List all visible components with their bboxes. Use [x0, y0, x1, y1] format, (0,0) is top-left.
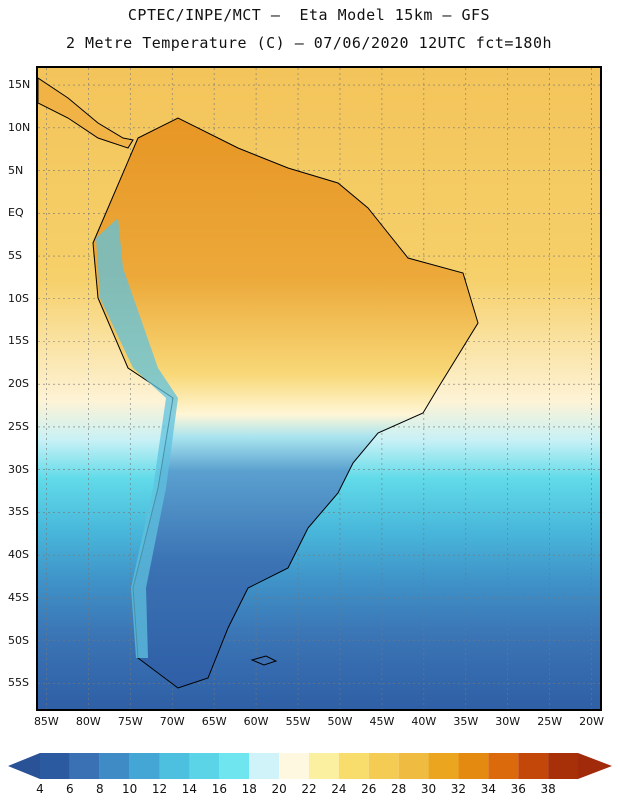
colorbar-label: 20	[271, 782, 287, 796]
colorbar-label: 8	[95, 782, 104, 796]
latitude-label: 45S	[8, 590, 29, 604]
colorbar-label: 36	[510, 782, 526, 796]
colorbar-swatch	[159, 753, 190, 779]
map-canvas	[38, 68, 600, 709]
colorbar-label: 34	[480, 782, 496, 796]
latitude-label: 5S	[8, 249, 22, 263]
latitude-label: 15N	[8, 78, 31, 92]
colorbar-label: 24	[331, 782, 347, 796]
colorbar-swatch	[548, 753, 578, 779]
colorbar-label: 30	[420, 782, 437, 796]
longitude-label: 70W	[159, 715, 185, 728]
latitude-label: 30S	[8, 462, 29, 476]
latitude-label: EQ	[8, 206, 24, 220]
latitude-label: 55S	[8, 676, 29, 690]
longitude-label: 80W	[75, 715, 101, 728]
latitude-label: 5N	[8, 163, 24, 177]
colorbar-swatch	[309, 753, 339, 779]
colorbar-swatch	[279, 753, 309, 779]
temperature-colorbar	[8, 753, 612, 779]
colorbar-label: 14	[181, 782, 198, 796]
latitude-label: 10N	[8, 120, 31, 134]
longitude-label: 85W	[33, 715, 59, 728]
colorbar-swatch	[189, 753, 220, 779]
colorbar-swatch	[518, 753, 549, 779]
colorbar-label: 22	[301, 782, 317, 796]
colorbar-swatch	[219, 753, 250, 779]
colorbar-swatch	[368, 753, 399, 779]
colorbar-label: 16	[211, 782, 227, 796]
colorbar-swatch	[69, 753, 100, 779]
colorbar-label: 38	[540, 782, 556, 796]
falkland-islands	[250, 655, 278, 666]
longitude-label: 30W	[495, 715, 521, 728]
longitude-label: 40W	[411, 715, 437, 728]
colorbar-swatch	[249, 753, 280, 779]
longitude-label: 35W	[453, 715, 479, 728]
colorbar-high-arrow	[578, 753, 612, 779]
latitude-label: 15S	[8, 334, 29, 348]
colorbar-label: 18	[241, 782, 257, 796]
longitude-label: 60W	[243, 715, 269, 728]
map-title-line-1: CPTEC/INPE/MCT – Eta Model 15km – GFS	[127, 6, 491, 24]
colorbar-swatch	[398, 753, 429, 779]
colorbar-swatch	[40, 753, 70, 779]
colorbar-label: 4	[36, 782, 44, 796]
colorbar-label: 6	[66, 782, 74, 796]
colorbar-label: 26	[361, 782, 377, 796]
temperature-map	[36, 66, 602, 711]
colorbar-swatch	[458, 753, 489, 779]
longitude-label: 45W	[369, 715, 395, 728]
longitude-label: 65W	[201, 715, 227, 728]
latitude-label: 40S	[8, 548, 29, 562]
latitude-label: 10S	[8, 291, 29, 305]
longitude-label: 75W	[117, 715, 143, 728]
latitude-label: 35S	[8, 505, 29, 519]
colorbar-label: 10	[122, 782, 138, 796]
central-america	[38, 77, 134, 149]
colorbar-label: 12	[151, 782, 168, 796]
colorbar-swatch	[488, 753, 519, 779]
andes-cold-belt	[96, 218, 178, 658]
colorbar-swatch	[129, 753, 160, 779]
latitude-label: 20S	[8, 377, 29, 391]
colorbar-low-arrow	[8, 753, 40, 779]
colorbar-label: 32	[450, 782, 467, 796]
latitude-label: 25S	[8, 419, 29, 433]
colorbar-label: 28	[391, 782, 407, 796]
longitude-label: 20W	[579, 715, 605, 728]
latitude-label: 50S	[8, 633, 29, 647]
colorbar-swatch	[428, 753, 459, 779]
longitude-label: 50W	[327, 715, 353, 728]
colorbar-swatch	[338, 753, 369, 779]
longitude-label: 25W	[537, 715, 563, 728]
map-title-line-2: 2 Metre Temperature (C) – 07/06/2020 12U…	[65, 34, 553, 52]
longitude-label: 55W	[285, 715, 311, 728]
colorbar-swatch	[99, 753, 130, 779]
